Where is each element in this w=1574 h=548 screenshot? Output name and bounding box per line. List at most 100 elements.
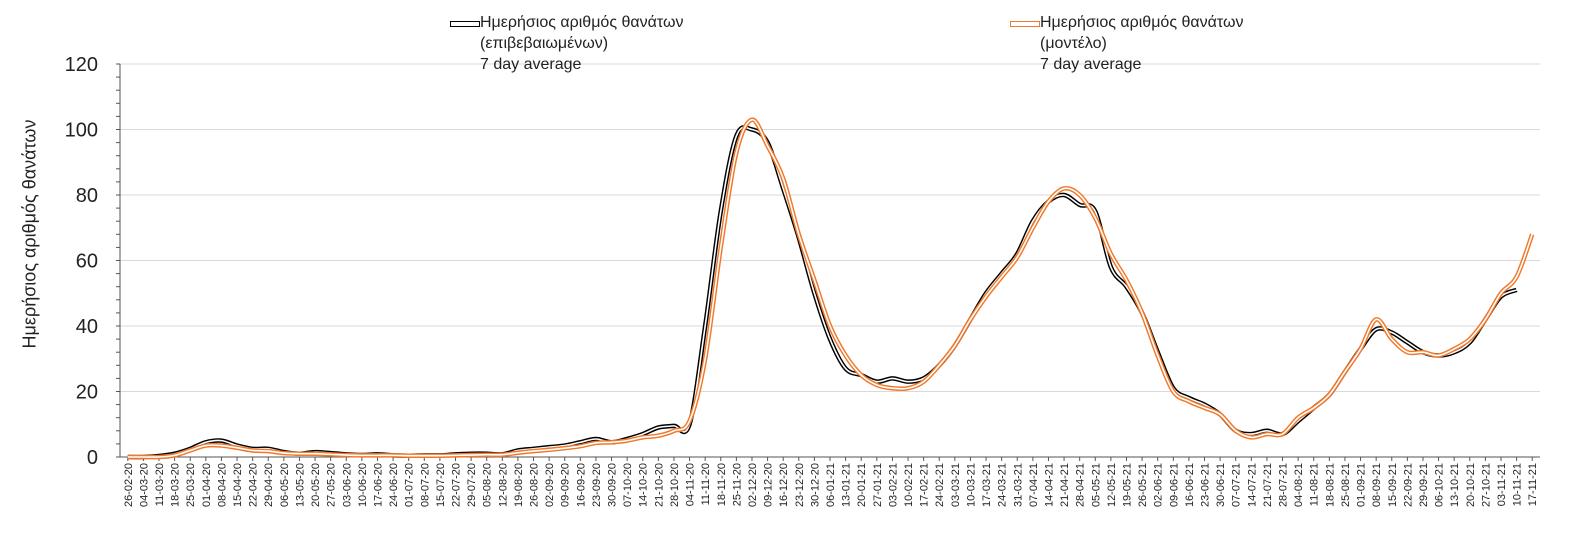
series-line-model-core <box>127 118 1533 458</box>
x-tick-label: 27-01-21 <box>872 463 884 507</box>
x-tick-label: 03-06-20 <box>341 463 353 507</box>
x-tick-label: 22-04-20 <box>248 463 260 507</box>
x-tick-label: 04-08-21 <box>1293 463 1305 507</box>
x-tick-label: 23-12-20 <box>794 463 806 507</box>
x-tick-label: 14-10-20 <box>638 463 650 507</box>
legend-item-model: Ημερήσιος αριθμός θανάτων (μοντέλο) 7 da… <box>1010 12 1243 75</box>
series-line-model <box>127 117 1535 460</box>
x-tick-label: 24-03-21 <box>997 463 1009 507</box>
x-tick-label: 15-04-20 <box>232 463 244 507</box>
legend-swatch-model <box>1010 21 1040 27</box>
x-tick-label: 07-10-20 <box>622 463 634 507</box>
series-line-confirmed <box>127 125 1518 460</box>
legend-swatch-confirmed <box>450 21 480 27</box>
x-tick-label: 08-07-20 <box>419 463 431 507</box>
x-tick-label: 10-06-20 <box>357 463 369 507</box>
x-tick-label: 25-08-21 <box>1340 463 1352 507</box>
x-tick-label: 13-01-21 <box>841 463 853 507</box>
x-tick-label: 11-11-20 <box>700 463 712 505</box>
x-tick-label: 20-01-21 <box>856 463 868 507</box>
x-tick-label: 01-04-20 <box>201 463 213 507</box>
legend-item-confirmed: Ημερήσιος αριθμός θανάτων (επιβεβαιωμένω… <box>450 12 683 75</box>
x-tick-label: 16-12-20 <box>778 463 790 507</box>
x-tick-label: 06-10-21 <box>1434 463 1446 507</box>
x-tick-label: 29-04-20 <box>263 463 275 507</box>
x-tick-label: 12-08-20 <box>497 463 509 507</box>
y-tick-label: 20 <box>76 382 98 404</box>
x-tick-label: 16-06-21 <box>1184 463 1196 507</box>
x-tick-label: 25-11-20 <box>731 463 743 506</box>
x-tick-label: 16-09-20 <box>575 463 587 507</box>
y-tick-label: 60 <box>76 251 98 273</box>
x-tick-label: 09-06-21 <box>1168 463 1180 507</box>
x-tick-label: 26-05-21 <box>1137 463 1149 507</box>
x-tick-label: 06-01-21 <box>825 463 837 507</box>
legend-label-confirmed: Ημερήσιος αριθμός θανάτων (επιβεβαιωμένω… <box>480 14 684 73</box>
x-tick-label: 18-08-21 <box>1324 463 1336 507</box>
x-tick-label: 07-07-21 <box>1231 463 1243 507</box>
x-tick-label: 17-06-20 <box>372 463 384 507</box>
x-tick-label: 07-04-21 <box>1028 463 1040 507</box>
x-tick-label: 22-09-21 <box>1402 463 1414 507</box>
x-tick-label: 12-05-21 <box>1106 463 1118 507</box>
x-tick-label: 25-03-20 <box>185 463 197 507</box>
x-tick-label: 01-07-20 <box>404 463 416 507</box>
x-tick-label: 20-10-21 <box>1465 463 1477 507</box>
x-tick-label: 27-10-21 <box>1480 463 1492 507</box>
x-tick-label: 15-09-21 <box>1387 463 1399 507</box>
x-tick-label: 01-09-21 <box>1356 463 1368 507</box>
x-tick-label: 02-09-20 <box>544 463 556 507</box>
x-tick-label: 18-03-20 <box>170 463 182 507</box>
x-tick-label: 08-04-20 <box>216 463 228 507</box>
x-tick-label: 29-09-21 <box>1418 463 1430 507</box>
x-tick-label: 05-08-20 <box>482 463 494 507</box>
x-tick-label: 31-03-21 <box>1012 463 1024 507</box>
x-tick-label: 23-09-20 <box>591 463 603 507</box>
y-axis-label: Ημερήσιος αριθμός θανάτων <box>19 119 40 349</box>
x-tick-label: 14-04-21 <box>1043 463 1055 507</box>
x-tick-label: 30-09-20 <box>607 463 619 507</box>
x-tick-label: 28-10-20 <box>669 463 681 507</box>
x-tick-label: 04-03-20 <box>138 463 150 507</box>
x-tick-label: 05-05-21 <box>1090 463 1102 507</box>
x-tick-label: 28-04-21 <box>1075 463 1087 507</box>
x-tick-label: 03-11-21 <box>1496 463 1508 506</box>
series-line-confirmed-core <box>127 126 1517 458</box>
x-tick-label: 21-04-21 <box>1059 463 1071 507</box>
y-tick-label: 100 <box>65 120 98 142</box>
x-tick-label: 21-10-20 <box>653 463 665 507</box>
x-tick-label: 10-03-21 <box>965 463 977 507</box>
x-tick-label: 13-10-21 <box>1449 463 1461 507</box>
y-tick-label: 80 <box>76 185 98 207</box>
x-tick-label: 09-12-20 <box>763 463 775 507</box>
y-tick-label: 120 <box>65 54 98 76</box>
x-tick-label: 13-05-20 <box>294 463 306 507</box>
legend-label-model: Ημερήσιος αριθμός θανάτων (μοντέλο) 7 da… <box>1040 14 1244 73</box>
x-tick-label: 06-05-20 <box>279 463 291 507</box>
x-tick-label: 11-08-21 <box>1309 463 1321 506</box>
y-tick-label: 0 <box>87 447 98 469</box>
x-tick-label: 04-11-20 <box>685 463 697 506</box>
x-tick-label: 19-05-21 <box>1121 463 1133 507</box>
x-tick-label: 17-03-21 <box>981 463 993 507</box>
x-tick-label: 17-02-21 <box>919 463 931 507</box>
x-tick-label: 29-07-20 <box>466 463 478 507</box>
x-tick-label: 27-05-20 <box>326 463 338 507</box>
x-tick-label: 30-12-20 <box>809 463 821 507</box>
x-tick-label: 19-08-20 <box>513 463 525 507</box>
x-tick-label: 10-02-21 <box>903 463 915 507</box>
x-tick-label: 15-07-20 <box>435 463 447 507</box>
x-tick-label: 08-09-21 <box>1371 463 1383 507</box>
x-tick-label: 14-07-21 <box>1246 463 1258 507</box>
x-tick-label: 24-06-20 <box>388 463 400 507</box>
x-tick-label: 20-05-20 <box>310 463 322 507</box>
x-tick-label: 02-06-21 <box>1153 463 1165 507</box>
x-tick-label: 23-06-21 <box>1200 463 1212 507</box>
y-tick-label: 40 <box>76 316 98 338</box>
x-tick-label: 11-03-20 <box>154 463 166 506</box>
x-tick-label: 02-12-20 <box>747 463 759 507</box>
x-tick-label: 26-08-20 <box>529 463 541 507</box>
x-tick-label: 22-07-20 <box>450 463 462 507</box>
x-tick-label: 03-02-21 <box>887 463 899 507</box>
